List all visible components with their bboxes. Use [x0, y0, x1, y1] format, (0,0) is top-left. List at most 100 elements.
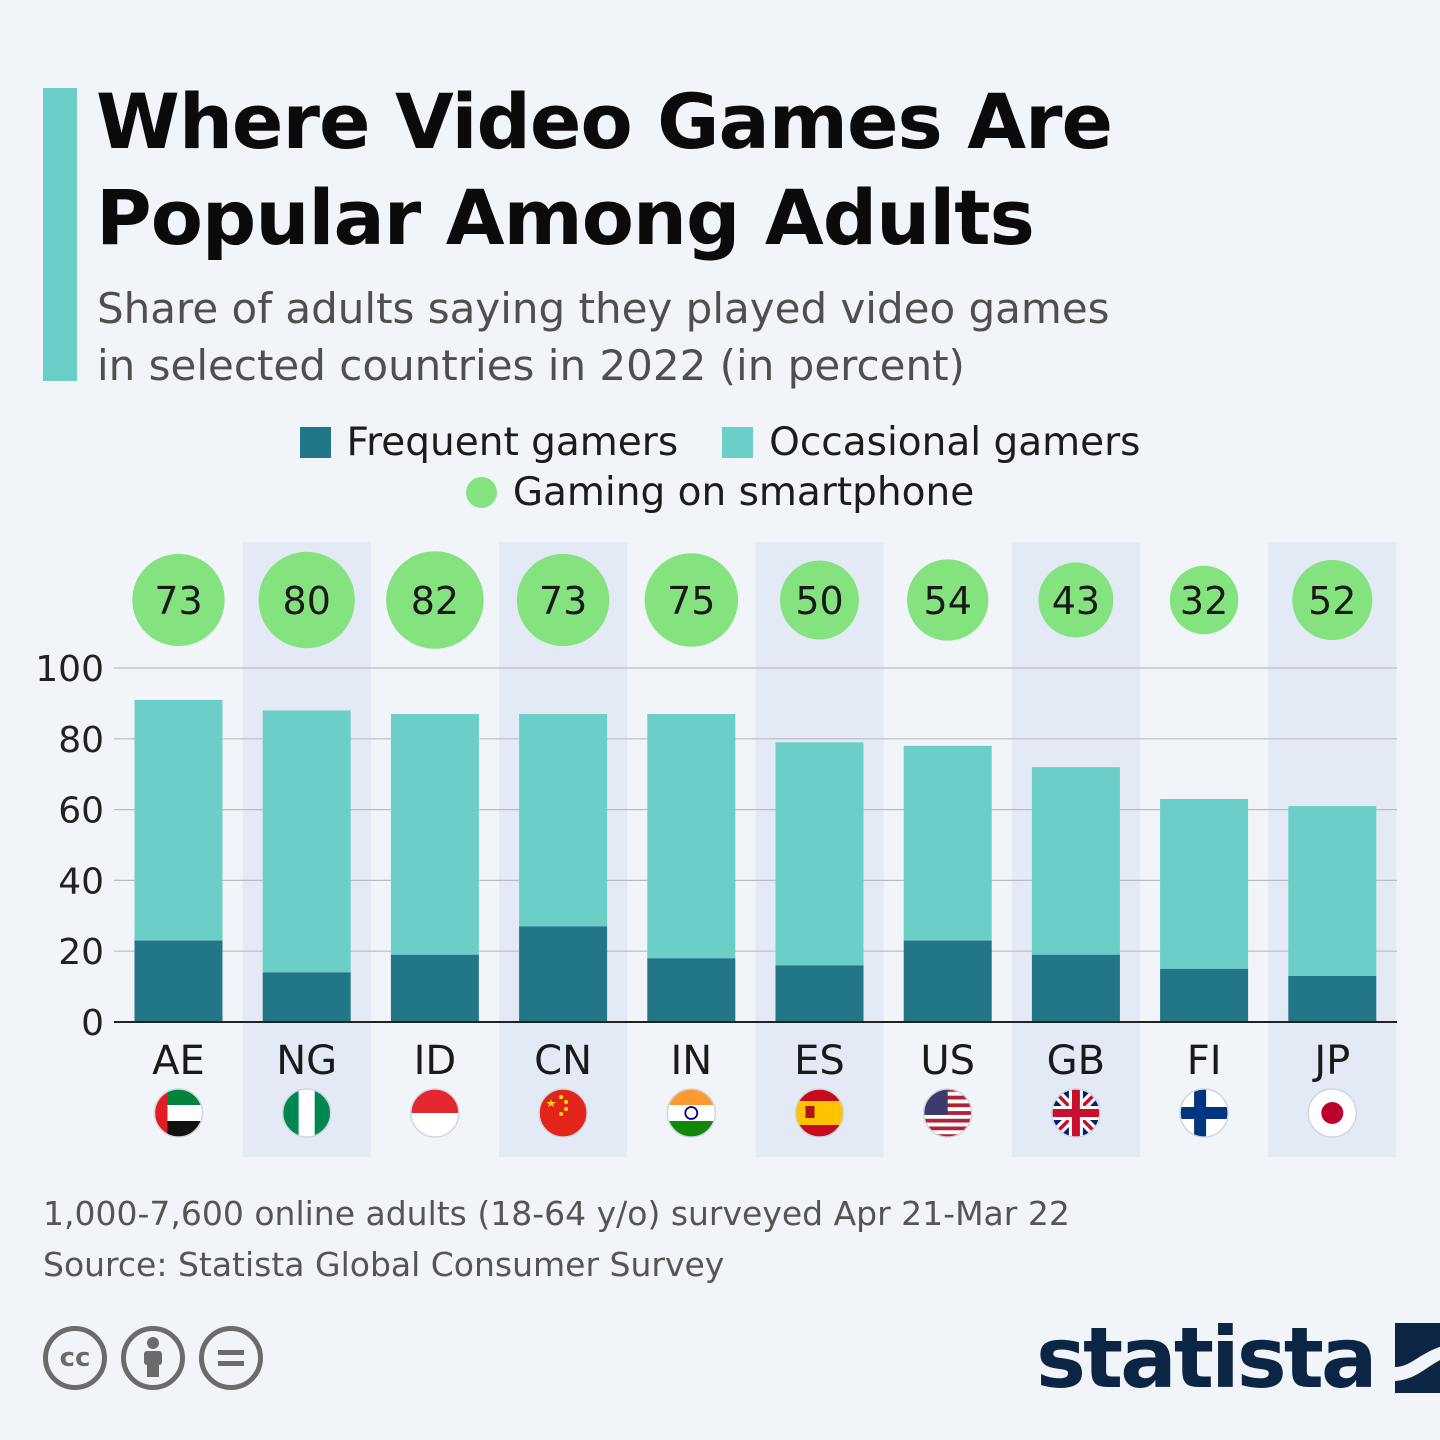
bar-occasional	[903, 745, 992, 941]
footnote: 1,000-7,600 online adults (18-64 y/o) su…	[43, 1188, 1070, 1290]
legend-swatch-occasional	[722, 426, 754, 458]
brand-name: statista	[1036, 1309, 1378, 1407]
smartphone-bubble	[132, 553, 225, 647]
y-tick-label: 0	[81, 1003, 104, 1044]
x-tick-label: JP	[1311, 1038, 1350, 1084]
bar-occasional	[647, 714, 736, 959]
subtitle-line-2: in selected countries in 2022 (in percen…	[97, 341, 965, 390]
smartphone-value-label: 75	[667, 579, 715, 623]
flag-small-star	[559, 1112, 564, 1116]
bar-occasional	[262, 710, 351, 973]
title-accent-bar	[43, 88, 77, 381]
bar-frequent	[775, 965, 864, 1022]
smartphone-bubble	[907, 559, 989, 641]
bar-frequent	[1160, 968, 1249, 1022]
smartphone-bubble	[516, 553, 610, 647]
flag-stripe	[923, 1130, 972, 1135]
title-line-1: Where Video Games Are	[96, 77, 1113, 166]
chart-title: Where Video Games Are Popular Among Adul…	[96, 74, 1396, 266]
flag-stripe	[923, 1126, 972, 1131]
flag-cn-icon	[539, 1089, 588, 1137]
bar-frequent	[390, 954, 479, 1022]
smartphone-value-label: 73	[154, 579, 202, 623]
flag-jp-icon	[1308, 1089, 1357, 1137]
bar-occasional	[775, 742, 864, 966]
smartphone-value-label: 50	[795, 579, 843, 623]
bar-occasional	[134, 699, 223, 941]
flag-disc	[1321, 1102, 1344, 1124]
flag-stripe	[923, 1114, 972, 1119]
y-tick-label: 60	[58, 791, 104, 832]
footnote-survey: 1,000-7,600 online adults (18-64 y/o) su…	[43, 1194, 1070, 1233]
flag-outline	[153, 1088, 204, 1138]
bar-frequent	[519, 926, 608, 1022]
flag-us-icon	[923, 1089, 972, 1137]
smartphone-value-label: 82	[411, 579, 459, 623]
legend-swatch-frequent	[299, 426, 331, 458]
flag-stripe	[923, 1118, 972, 1123]
flag-outline	[1179, 1088, 1229, 1138]
bar-occasional	[1288, 806, 1377, 976]
y-tick-label: 20	[58, 932, 104, 973]
flag-stripe	[154, 1089, 168, 1137]
flag-wheel	[684, 1106, 699, 1120]
smartphone-bubble	[386, 551, 484, 649]
smartphone-value-label: 32	[1180, 579, 1228, 623]
legend-label-frequent: Frequent gamers	[346, 419, 679, 465]
flag-stripe	[410, 1113, 459, 1137]
smartphone-value-label: 43	[1052, 579, 1100, 623]
no-derivatives-icon[interactable]	[199, 1326, 263, 1390]
smartphone-bubble	[1292, 559, 1373, 641]
y-tick-label: 80	[58, 720, 104, 761]
flag-fi-icon	[1180, 1089, 1229, 1137]
smartphone-bubble	[1169, 565, 1239, 635]
creative-commons-icon[interactable]: cc	[43, 1326, 107, 1390]
attribution-icon[interactable]	[121, 1326, 185, 1390]
x-tick-label: US	[920, 1038, 975, 1084]
bar-frequent	[1031, 954, 1120, 1022]
x-tick-label: NG	[276, 1038, 337, 1084]
x-tick-label: CN	[534, 1038, 592, 1084]
bar-frequent	[903, 940, 992, 1022]
flag-stripe	[298, 1089, 315, 1137]
bar-occasional	[519, 714, 608, 927]
x-tick-label: IN	[670, 1038, 712, 1084]
y-tick-label: 40	[58, 861, 104, 902]
legend-item-occasional: Occasional gamers	[722, 420, 1140, 465]
flag-star	[546, 1099, 557, 1107]
bar-frequent	[262, 972, 351, 1022]
bar-frequent	[134, 940, 223, 1022]
flag-stripe	[923, 1134, 972, 1137]
x-tick-label: FI	[1187, 1038, 1222, 1084]
bar-frequent	[647, 958, 736, 1022]
license-icons: cc	[43, 1326, 277, 1390]
flag-small-star	[559, 1095, 564, 1099]
legend-swatch-smartphone	[465, 476, 497, 508]
flag-stripe	[410, 1089, 459, 1113]
stacked-bar-chart: 0 20 40 60 80 100 73 80 82 73 75 50 54 43 32 52 AE NG ID CN…	[35, 542, 1397, 1157]
flag-outline	[922, 1088, 973, 1138]
flag-outline	[410, 1088, 460, 1138]
x-tick-label: AE	[152, 1038, 205, 1084]
smartphone-value-label: 52	[1308, 579, 1356, 623]
flag-outline	[794, 1088, 845, 1138]
bar-frequent	[1288, 975, 1377, 1022]
smartphone-value-label: 80	[283, 579, 331, 623]
bar-occasional	[1031, 767, 1120, 955]
legend-label-smartphone: Gaming on smartphone	[512, 469, 975, 515]
statista-logo[interactable]: statista	[1036, 1310, 1440, 1406]
y-tick-label: 100	[35, 649, 104, 690]
flag-stripe	[795, 1101, 844, 1125]
smartphone-bubble	[780, 560, 859, 640]
flag-cross	[1194, 1089, 1207, 1137]
smartphone-value-label: 54	[924, 579, 972, 623]
footnote-source: Source: Statista Global Consumer Survey	[43, 1245, 725, 1284]
smartphone-value-label: 73	[539, 579, 587, 623]
legend-item-smartphone: Gaming on smartphone	[465, 469, 975, 515]
person-glyph-icon	[144, 1337, 162, 1377]
flag-emblem	[805, 1106, 815, 1118]
bar-occasional	[390, 714, 479, 955]
chart-subtitle: Share of adults saying they played video…	[97, 280, 1397, 394]
flag-small-star	[564, 1107, 569, 1111]
smartphone-bubble	[258, 551, 355, 649]
